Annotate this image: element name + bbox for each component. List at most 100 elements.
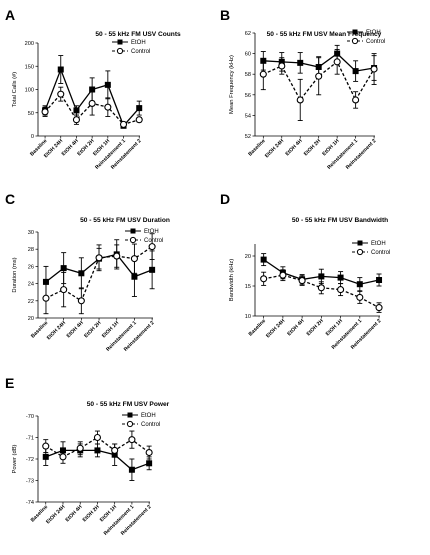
- data-point: [128, 466, 135, 473]
- data-point: [337, 274, 344, 281]
- y-tick-label: 58: [245, 72, 251, 78]
- data-point: [73, 107, 80, 114]
- data-point: [130, 255, 138, 263]
- data-point: [59, 453, 67, 461]
- data-point: [135, 116, 143, 124]
- panel-letter: B: [220, 7, 230, 23]
- legend-label: Control: [131, 49, 150, 55]
- data-point: [72, 116, 80, 124]
- series-control: [42, 233, 156, 315]
- x-tick-label: EtOH 2H: [303, 138, 322, 157]
- legend-marker: [351, 37, 359, 45]
- data-point: [89, 86, 96, 93]
- y-tick-label: 62: [245, 31, 251, 37]
- y-tick-label: -73: [26, 479, 34, 485]
- panel-e: E 50 - 55 kHz FM USV Power -70 -71 -72 -73 -74…: [5, 375, 170, 537]
- data-point: [94, 447, 101, 454]
- legend-label: Control: [141, 422, 160, 428]
- legend-marker: [356, 248, 364, 256]
- x-tick-label: EtOH 2H: [306, 318, 325, 337]
- legend: EtOH Control: [125, 228, 163, 244]
- panel-a: A 50 - 55 kHz FM USV Counts 0 50 100 150 200 To…: [5, 7, 181, 171]
- y-tick-label: 20: [28, 316, 34, 322]
- data-point: [352, 96, 360, 104]
- legend-marker: [357, 240, 363, 246]
- x-tick-label: EtOH 24H: [265, 318, 286, 339]
- y-tick-label: -72: [26, 457, 34, 463]
- data-point: [146, 460, 153, 467]
- legend-marker: [352, 29, 358, 35]
- data-point: [296, 96, 304, 104]
- panel-letter: C: [5, 191, 15, 207]
- data-point: [42, 294, 50, 302]
- data-point: [136, 105, 143, 112]
- data-point: [93, 433, 101, 442]
- data-point: [356, 293, 364, 301]
- x-tick-label: EtOH 4H: [286, 318, 305, 337]
- series-control: [260, 269, 383, 313]
- data-point: [375, 304, 383, 312]
- y-tick-label: 26: [28, 264, 34, 270]
- legend-label: Control: [366, 39, 385, 45]
- panel-letter: A: [5, 7, 15, 23]
- legend: EtOH Control: [352, 240, 390, 256]
- data-point: [333, 58, 341, 66]
- data-point: [57, 66, 64, 73]
- y-tick-label: 0: [31, 134, 34, 140]
- y-tick-label: 15: [245, 284, 251, 290]
- x-tick-label: EtOH 2H: [82, 504, 101, 523]
- data-point: [337, 286, 345, 294]
- x-tick-label: EtOH 24H: [46, 320, 67, 341]
- data-point: [113, 252, 121, 260]
- data-point: [259, 70, 267, 78]
- chart-title: 50 - 55 kHz FM USV Duration: [80, 217, 170, 224]
- data-point: [279, 271, 287, 279]
- x-tick-label: Baseline: [248, 318, 267, 337]
- y-tick-label: 10: [245, 314, 251, 320]
- y-axis-label: Duration (ms): [12, 257, 18, 292]
- x-tick-label: EtOH 4H: [66, 320, 85, 339]
- panel-d: D 50 - 55 kHz FM USV Bandwidth 10 15 20 Bandw…: [220, 191, 390, 351]
- y-axis-label: Power (dB): [12, 444, 18, 473]
- y-tick-label: 100: [25, 88, 34, 94]
- y-tick-label: 20: [245, 254, 251, 260]
- y-tick-label: 60: [245, 52, 251, 58]
- data-point: [42, 278, 49, 285]
- data-point: [76, 444, 84, 452]
- data-point: [260, 256, 267, 263]
- data-point: [119, 120, 128, 128]
- data-point: [88, 99, 96, 107]
- data-point: [317, 284, 325, 292]
- y-tick-label: 54: [245, 113, 251, 119]
- x-tick-label: EtOH 1H: [325, 318, 344, 337]
- x-tick-label: Reinstatement 2: [110, 138, 143, 171]
- data-point: [104, 81, 111, 88]
- y-tick-label: 150: [25, 64, 34, 70]
- legend-marker: [116, 47, 124, 55]
- data-point: [60, 265, 67, 272]
- panel-letter: D: [220, 191, 230, 207]
- data-point: [104, 103, 112, 111]
- data-point: [145, 448, 153, 457]
- y-tick-label: 22: [28, 299, 34, 305]
- data-point: [41, 108, 49, 116]
- data-point: [57, 90, 65, 98]
- legend-label: EtOH: [131, 40, 146, 46]
- series-control: [259, 49, 378, 122]
- panel-b: B 50 - 55 kHz FM USV Mean Frequency 52 54 56…: [220, 7, 385, 171]
- legend-label: EtOH: [141, 413, 156, 419]
- y-tick-label: 28: [28, 247, 34, 253]
- data-point: [111, 446, 119, 454]
- data-point: [149, 266, 156, 273]
- legend-label: Control: [371, 250, 390, 256]
- y-tick-label: 200: [25, 41, 34, 47]
- legend: EtOH Control: [347, 29, 385, 45]
- data-point: [376, 277, 383, 283]
- y-tick-label: -70: [26, 414, 34, 420]
- data-point: [148, 243, 156, 251]
- data-point: [260, 275, 268, 283]
- data-point: [77, 297, 85, 305]
- data-point: [128, 436, 136, 444]
- legend-label: EtOH: [144, 229, 159, 235]
